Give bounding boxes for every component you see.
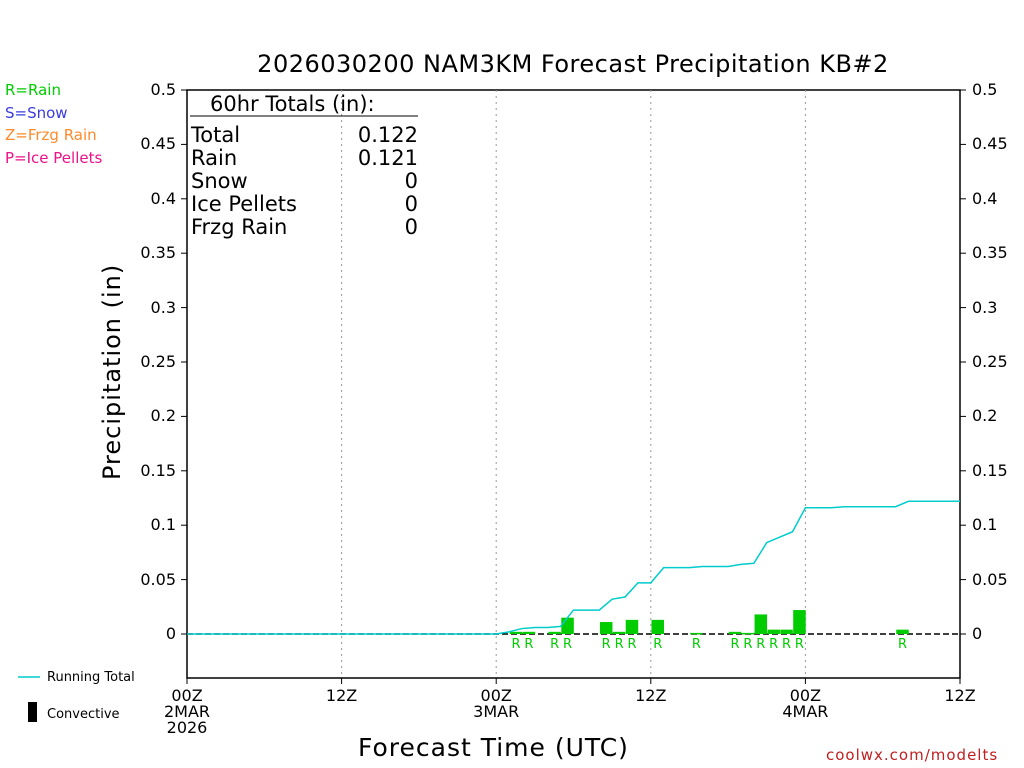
y-tick-label-left: 0.4	[150, 188, 176, 208]
precip-type-label: R	[692, 637, 701, 652]
y-tick-label-right: 0.1	[972, 515, 998, 535]
plot-frame	[186, 89, 961, 679]
x-tick-label: 00Z 4MAR	[782, 686, 829, 721]
y-tick-label-left: 0.45	[140, 134, 176, 154]
x-tick-label: 12Z	[325, 686, 358, 705]
x-tick-label: 12Z	[635, 686, 667, 705]
y-tick-label-right: 0.2	[972, 406, 998, 426]
legend-snow: S=Snow	[5, 104, 68, 122]
y-tick-label-right: 0.5	[972, 80, 998, 99]
x-axis-label: Forecast Time (UTC)	[358, 733, 629, 762]
totals-row-value: 0.122	[357, 123, 418, 147]
precip-type-label: R	[602, 637, 611, 652]
x-tick-label: 00Z 2MAR 2026	[163, 686, 211, 737]
y-tick-label-left: 0.3	[150, 297, 176, 317]
precip-bar	[651, 619, 664, 634]
y-tick-label-right: 0.15	[972, 460, 1008, 480]
y-tick-label-left: 0.5	[150, 80, 176, 99]
precip-type-label: R	[563, 637, 572, 652]
legend-rain: R=Rain	[5, 81, 61, 99]
totals-header: 60hr Totals (in):	[210, 92, 375, 116]
precip-bar	[561, 617, 574, 634]
precip-type-label: R	[782, 637, 791, 652]
precip-type-label: R	[550, 637, 559, 652]
totals-row-label: Rain	[191, 146, 238, 170]
precip-bar	[548, 631, 561, 634]
precip-type-label: R	[898, 637, 907, 652]
totals-row-label: Frzg Rain	[191, 215, 288, 239]
precip-bar	[690, 632, 703, 635]
precip-type-label: R	[769, 637, 778, 652]
precip-bar	[741, 632, 755, 635]
precip-bar	[612, 631, 626, 634]
precip-type-label: R	[743, 637, 752, 652]
y-tick-label-right: 0.25	[972, 352, 1008, 371]
precip-type-label: R	[756, 637, 765, 652]
precip-bar	[767, 629, 780, 634]
totals-row-label: Total	[191, 123, 241, 147]
y-tick-label-right: 0.3	[972, 297, 998, 317]
legend-convective: Convective	[47, 707, 120, 722]
totals-row-value: 0	[404, 192, 418, 216]
y-tick-label-left: 0	[165, 624, 176, 643]
credit-text: coolwx.com/modelts	[826, 746, 999, 764]
totals-row-value: 0	[404, 215, 418, 239]
precip-type-label: R	[524, 637, 533, 652]
running-total-line	[187, 500, 960, 635]
precip-bar	[625, 619, 639, 634]
precip-type-label: R	[512, 637, 521, 652]
y-tick-label-left: 0.35	[140, 243, 176, 263]
precip-bar	[780, 629, 793, 634]
legend-ice-pellets: P=Ice Pellets	[5, 149, 103, 167]
totals-row-label: Ice Pellets	[191, 192, 297, 216]
y-tick-label-left: 0.25	[140, 352, 176, 371]
precip-type-label: R	[627, 637, 636, 652]
y-tick-label-right: 0.35	[972, 243, 1008, 263]
y-tick-label-right: 0.45	[972, 134, 1008, 154]
precip-type-label: R	[731, 637, 740, 652]
x-tick-label: 00Z 3MAR	[473, 686, 520, 721]
y-tick-label-left: 0.2	[150, 406, 176, 426]
precip-type-label: R	[615, 637, 624, 652]
convective-swatch	[28, 702, 37, 722]
legend-running-total: Running Total	[47, 670, 135, 685]
y-tick-label-right: 0.4	[972, 188, 998, 208]
precip-bar	[793, 610, 806, 634]
precip-bar	[754, 614, 768, 634]
precip-bar	[728, 631, 742, 634]
totals-row-label: Snow	[191, 169, 248, 193]
legend-frzg-rain: Z=Frzg Rain	[5, 126, 97, 144]
totals-row-value: 0.121	[357, 146, 418, 170]
precip-bar	[599, 622, 613, 634]
y-tick-label-left: 0.1	[150, 515, 176, 535]
y-tick-label-left: 0.15	[140, 460, 176, 480]
chart-title: 2026030200 NAM3KM Forecast Precipitation…	[257, 50, 889, 78]
y-tick-label-right: 0.05	[972, 569, 1008, 589]
precip-bar	[509, 631, 523, 634]
precip-bar	[522, 631, 536, 634]
totals-row-value: 0	[404, 169, 418, 193]
precip-type-label: R	[795, 637, 804, 652]
y-axis-label: Precipitation (in)	[98, 263, 126, 480]
x-tick-label: 12Z	[944, 686, 976, 705]
precip-type-label: R	[653, 637, 662, 652]
y-tick-label-right: 0	[972, 624, 983, 643]
y-tick-label-left: 0.05	[140, 569, 176, 589]
precip-bar	[896, 629, 909, 634]
